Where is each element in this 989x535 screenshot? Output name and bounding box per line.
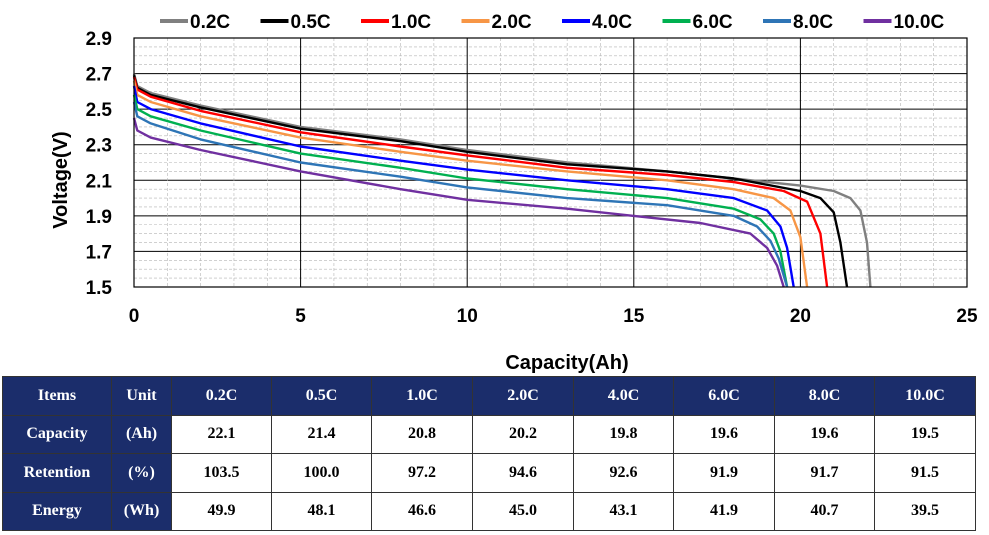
plot-frame	[133, 37, 968, 288]
table-cell: 21.4	[271, 414, 372, 454]
row-unit: (Ah)	[111, 414, 172, 454]
legend-label: 10.0C	[894, 12, 945, 33]
header-cell-rate: 0.5C	[271, 376, 372, 416]
header-cell-rate: 10.0C	[874, 376, 976, 416]
table-cell: 19.6	[774, 414, 875, 454]
header-cell-rate: 8.0C	[774, 376, 875, 416]
row-unit: (%)	[111, 453, 172, 493]
y-tick-label: 1.9	[86, 207, 112, 228]
table-cell: 22.1	[171, 414, 272, 454]
x-tick-label: 15	[623, 306, 645, 327]
series-line-2.0C	[132, 80, 809, 288]
x-tick-label: 5	[295, 306, 306, 327]
table-cell: 91.7	[774, 453, 875, 493]
x-axis-title: Capacity(Ah)	[505, 352, 628, 374]
header-cell-unit: Unit	[111, 376, 172, 416]
table-cell: 91.9	[673, 453, 775, 493]
legend-label: 6.0C	[693, 12, 733, 33]
legend-label: 0.2C	[190, 12, 230, 33]
table-cell: 103.5	[171, 453, 272, 493]
x-tick-label: 20	[790, 306, 811, 327]
y-tick-label: 2.3	[86, 136, 112, 157]
y-axis-title: Voltage(V)	[50, 131, 72, 228]
table-cell: 46.6	[371, 491, 473, 531]
y-tick-label: 2.9	[86, 29, 112, 50]
header-cell-rate: 0.2C	[171, 376, 272, 416]
table-cell: 48.1	[271, 491, 372, 531]
table-row-energy: Energy (Wh) 49.9 48.1 46.6 45.0 43.1 41.…	[2, 491, 976, 531]
row-unit: (Wh)	[111, 491, 172, 531]
y-tick-label: 1.5	[86, 278, 113, 299]
table-cell: 49.9	[171, 491, 272, 531]
x-tick-label: 25	[956, 306, 978, 327]
table-row-retention: Retention (%) 103.5 100.0 97.2 94.6 92.6…	[2, 453, 976, 493]
y-tick-label: 2.7	[86, 65, 112, 86]
legend-label: 4.0C	[592, 12, 632, 33]
y-tick-label: 2.1	[86, 171, 113, 192]
table-cell: 43.1	[573, 491, 674, 531]
series-line-4.0C	[132, 85, 795, 288]
table-cell: 40.7	[774, 491, 875, 531]
row-label: Energy	[2, 491, 112, 531]
x-tick-labels: 0 5 10 15 20 25	[129, 306, 978, 327]
table-cell: 92.6	[573, 453, 674, 493]
legend-label: 8.0C	[793, 12, 833, 33]
table-cell: 41.9	[673, 491, 775, 531]
table-cell: 97.2	[371, 453, 473, 493]
y-tick-label: 1.7	[86, 242, 112, 263]
legend: 0.2C 0.5C 1.0C 2.0C 4.0C 6.0C 8.0C 10.0C	[160, 12, 944, 33]
table-row-capacity: Capacity (Ah) 22.1 21.4 20.8 20.2 19.8 1…	[2, 414, 976, 454]
table-cell: 91.5	[874, 453, 976, 493]
row-label: Capacity	[2, 414, 112, 454]
table-cell: 19.8	[573, 414, 674, 454]
table-cell: 20.8	[371, 414, 473, 454]
header-cell-rate: 4.0C	[573, 376, 674, 416]
header-cell-rate: 6.0C	[673, 376, 775, 416]
y-tick-label: 2.5	[86, 100, 113, 121]
performance-table: Items Unit 0.2C 0.5C 1.0C 2.0C 4.0C 6.0C…	[2, 376, 976, 531]
series-line-6.0C	[132, 94, 789, 288]
table-cell: 94.6	[472, 453, 574, 493]
series-line-8.0C	[132, 101, 789, 288]
legend-label: 1.0C	[391, 12, 431, 33]
table-cell: 20.2	[472, 414, 574, 454]
legend-label: 2.0C	[492, 12, 532, 33]
table-cell: 19.5	[874, 414, 976, 454]
discharge-chart: 2.9 2.7 2.5 2.3 2.1 1.9 1.7 1.5 0 5 10 15 20 25 0.2C…	[50, 12, 978, 374]
row-label: Retention	[2, 453, 112, 493]
table-cell: 100.0	[271, 453, 372, 493]
header-cell-rate: 1.0C	[371, 376, 473, 416]
series-line-10.0C	[132, 117, 785, 288]
table-cell: 45.0	[472, 491, 574, 531]
y-tick-labels: 2.9 2.7 2.5 2.3 2.1 1.9 1.7 1.5	[86, 29, 113, 299]
series-line-1.0C	[132, 76, 829, 288]
series-group	[132, 73, 872, 288]
legend-label: 0.5C	[291, 12, 331, 33]
header-cell-rate: 2.0C	[472, 376, 574, 416]
x-tick-label: 0	[129, 306, 140, 327]
series-line-0.5C	[132, 74, 849, 288]
header-cell-items: Items	[2, 376, 112, 416]
table-cell: 39.5	[874, 491, 976, 531]
table-cell: 19.6	[673, 414, 775, 454]
table-header-row: Items Unit 0.2C 0.5C 1.0C 2.0C 4.0C 6.0C…	[2, 376, 976, 416]
x-tick-label: 10	[457, 306, 478, 327]
